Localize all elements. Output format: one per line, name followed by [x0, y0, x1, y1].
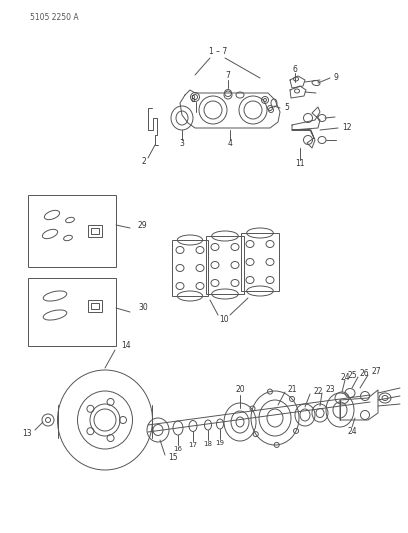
Text: 14: 14: [121, 342, 131, 351]
Text: 30: 30: [138, 303, 148, 312]
Text: 3: 3: [180, 140, 184, 149]
Text: 16: 16: [173, 446, 182, 452]
Text: 24: 24: [347, 427, 357, 437]
Text: 21: 21: [288, 384, 297, 393]
Text: 2: 2: [142, 157, 146, 166]
Bar: [28, 278, 116, 346]
Bar: [91, 228, 99, 234]
Bar: [172, 240, 208, 296]
Text: 4: 4: [228, 140, 233, 149]
Text: 15: 15: [168, 454, 177, 463]
Text: 7: 7: [226, 71, 231, 80]
Text: 12: 12: [342, 124, 352, 133]
Text: 11: 11: [295, 158, 305, 167]
Bar: [88, 300, 102, 312]
Bar: [241, 233, 279, 291]
Text: 29: 29: [138, 221, 148, 230]
Text: 23: 23: [325, 385, 335, 394]
Text: 9: 9: [334, 72, 339, 82]
Text: 5: 5: [284, 103, 289, 112]
Text: 27: 27: [372, 367, 381, 376]
Text: 22: 22: [313, 386, 322, 395]
Text: 13: 13: [22, 430, 32, 439]
Text: 20: 20: [235, 385, 245, 394]
Bar: [28, 195, 116, 267]
Bar: [88, 225, 102, 237]
Text: 1 – 7: 1 – 7: [209, 47, 227, 56]
Text: 26: 26: [360, 369, 370, 378]
Bar: [206, 236, 244, 294]
Text: 24: 24: [340, 373, 350, 382]
Text: 18: 18: [204, 441, 213, 447]
Text: 17: 17: [188, 442, 197, 448]
Text: 25: 25: [347, 372, 357, 381]
Text: 8: 8: [191, 94, 195, 103]
Text: 19: 19: [215, 440, 224, 446]
Bar: [91, 303, 99, 309]
Text: 5105 2250 A: 5105 2250 A: [30, 13, 79, 22]
Text: 6: 6: [293, 66, 297, 75]
Text: 10: 10: [219, 316, 229, 325]
